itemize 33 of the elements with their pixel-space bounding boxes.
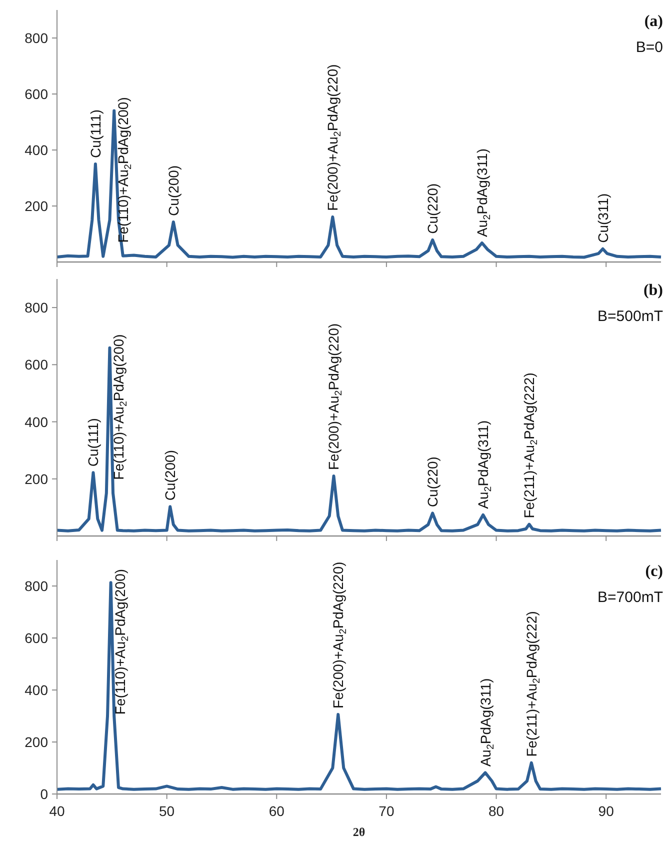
annotation: Cu(220) <box>424 183 441 234</box>
x-tick-label: 70 <box>378 803 394 819</box>
annotation: B=0 <box>636 39 663 56</box>
x-tick-label: 60 <box>268 803 285 819</box>
y-tick-label: 800 <box>24 578 48 594</box>
x-tick-label: 50 <box>159 803 175 819</box>
annotation: B=500mT <box>598 308 663 325</box>
y-tick-label: 400 <box>24 682 48 698</box>
y-tick-label: 200 <box>24 198 48 214</box>
annotation: Cu(200) <box>162 450 178 501</box>
y-tick-label: 800 <box>24 30 48 46</box>
annotation: Cu(200) <box>165 165 182 216</box>
annotation: (c) <box>645 563 663 580</box>
y-tick-label: 200 <box>24 470 48 487</box>
y-tick-label: 600 <box>24 86 48 102</box>
annotation: Cu(220) <box>424 456 441 508</box>
annotation: Cu(111) <box>85 418 102 467</box>
annotation: B=700mT <box>598 589 663 606</box>
y-tick-label: 0 <box>40 786 48 802</box>
y-tick-label: 400 <box>24 142 48 158</box>
y-tick-label: 800 <box>24 300 48 316</box>
x-tick-label: 90 <box>598 803 614 819</box>
x-tick-label: 80 <box>488 803 504 819</box>
annotation: (b) <box>643 282 663 299</box>
x-tick-label: 40 <box>49 803 65 819</box>
annotation: Cu(111) <box>87 109 104 158</box>
y-tick-label: 200 <box>24 734 48 750</box>
y-tick-label: 600 <box>24 356 48 373</box>
annotation: Cu(311) <box>594 193 611 243</box>
y-tick-label: 600 <box>24 630 48 646</box>
annotation: (a) <box>644 13 663 30</box>
x-axis-title: 2θ <box>352 825 366 839</box>
y-tick-label: 400 <box>24 414 48 430</box>
